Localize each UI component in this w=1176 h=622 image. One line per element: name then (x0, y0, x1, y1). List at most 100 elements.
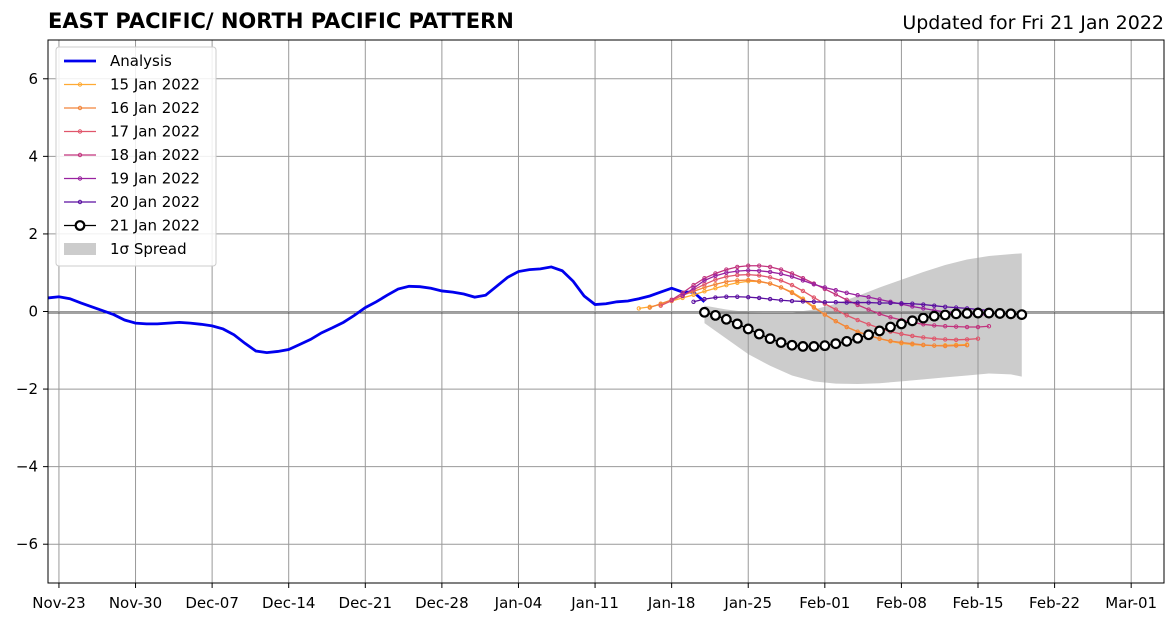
series-point (844, 324, 849, 330)
x-tick-label: Feb-22 (1029, 594, 1080, 612)
series-point (756, 273, 762, 278)
legend-label: 15 Jan 2022 (110, 76, 200, 94)
series-point (724, 294, 729, 299)
x-tick-label: Jan-11 (570, 594, 619, 612)
series-point (986, 324, 992, 329)
series-point (724, 279, 729, 284)
series-point (994, 308, 1006, 319)
series-point (899, 301, 904, 306)
series-point (680, 293, 685, 299)
legend-label: Analysis (110, 52, 172, 70)
series-point (953, 337, 959, 343)
legend-label: 17 Jan 2022 (110, 123, 200, 141)
series-point (975, 324, 981, 330)
series-point (811, 295, 817, 300)
series-point (877, 300, 882, 306)
legend-box (55, 46, 217, 267)
legend-label: 16 Jan 2022 (110, 99, 200, 117)
series-point (942, 337, 948, 342)
series-point (841, 335, 853, 347)
series-point (746, 294, 751, 300)
series-point (822, 299, 828, 305)
series-point (888, 315, 893, 320)
series-point (833, 292, 838, 297)
legend-marker (77, 105, 83, 111)
series-line (638, 280, 968, 347)
series-point (863, 329, 874, 341)
series-point (910, 333, 915, 339)
series-point (735, 264, 740, 270)
series-point (720, 313, 732, 325)
series-point (800, 299, 806, 304)
series-point (710, 309, 721, 321)
x-tick-label: Dec-28 (415, 594, 469, 612)
series-line (693, 296, 989, 311)
series-point (983, 307, 995, 319)
x-tick-label: Dec-21 (339, 594, 393, 612)
series-point (636, 306, 642, 311)
series-point (680, 295, 685, 301)
series-point (942, 324, 948, 329)
y-tick-label: 6 (28, 70, 38, 88)
series-point (932, 343, 937, 348)
series-point (932, 303, 937, 308)
series-point (928, 310, 940, 322)
series-point (822, 312, 828, 317)
series-point (942, 304, 948, 310)
series-point (767, 269, 773, 275)
series-point (778, 298, 784, 303)
series-point (746, 272, 751, 277)
series-point (950, 308, 962, 320)
series-point (953, 343, 959, 348)
y-tick-label: 4 (28, 147, 38, 165)
series-point (822, 285, 828, 290)
series-point (756, 263, 762, 268)
series-point (910, 304, 915, 309)
series-point (1016, 309, 1028, 321)
series-point (811, 299, 817, 305)
series-point (964, 324, 970, 330)
series-point (778, 267, 784, 272)
legend-label: 18 Jan 2022 (110, 146, 200, 164)
series-point (866, 300, 871, 305)
legend-label: 1σ Spread (110, 240, 187, 258)
series-point (830, 338, 842, 350)
series-point (939, 309, 951, 321)
series-point (778, 271, 784, 277)
series-point (756, 295, 762, 301)
series-point (844, 297, 849, 303)
series-point (855, 317, 860, 323)
series-line (682, 269, 989, 316)
series-point (800, 288, 806, 294)
legend-label: 21 Jan 2022 (110, 217, 200, 235)
series-point (833, 299, 838, 305)
series-point (942, 343, 948, 349)
series-point (917, 312, 929, 324)
series-point (808, 341, 820, 352)
series-point (742, 323, 754, 335)
x-tick-label: Jan-25 (723, 594, 772, 612)
series-point (961, 308, 973, 319)
series-point (669, 297, 674, 303)
series-point (767, 281, 773, 286)
series-point (753, 328, 765, 340)
series-point (833, 307, 838, 312)
series-point (921, 342, 926, 348)
series-point (800, 278, 806, 283)
series-point (866, 322, 871, 327)
chart-subtitle: Updated for Fri 21 Jan 2022 (902, 12, 1164, 34)
series-point (932, 336, 937, 341)
legend-label: 20 Jan 2022 (110, 193, 200, 211)
series-point (786, 339, 798, 351)
series-point (746, 263, 751, 268)
series-point (702, 278, 707, 283)
series-point (932, 323, 937, 328)
series-point (833, 287, 838, 293)
series-point (702, 296, 707, 302)
series-point (735, 294, 740, 299)
series-point (844, 290, 849, 296)
x-tick-label: Feb-08 (876, 594, 927, 612)
series-point (975, 336, 981, 341)
series-point (775, 337, 787, 348)
